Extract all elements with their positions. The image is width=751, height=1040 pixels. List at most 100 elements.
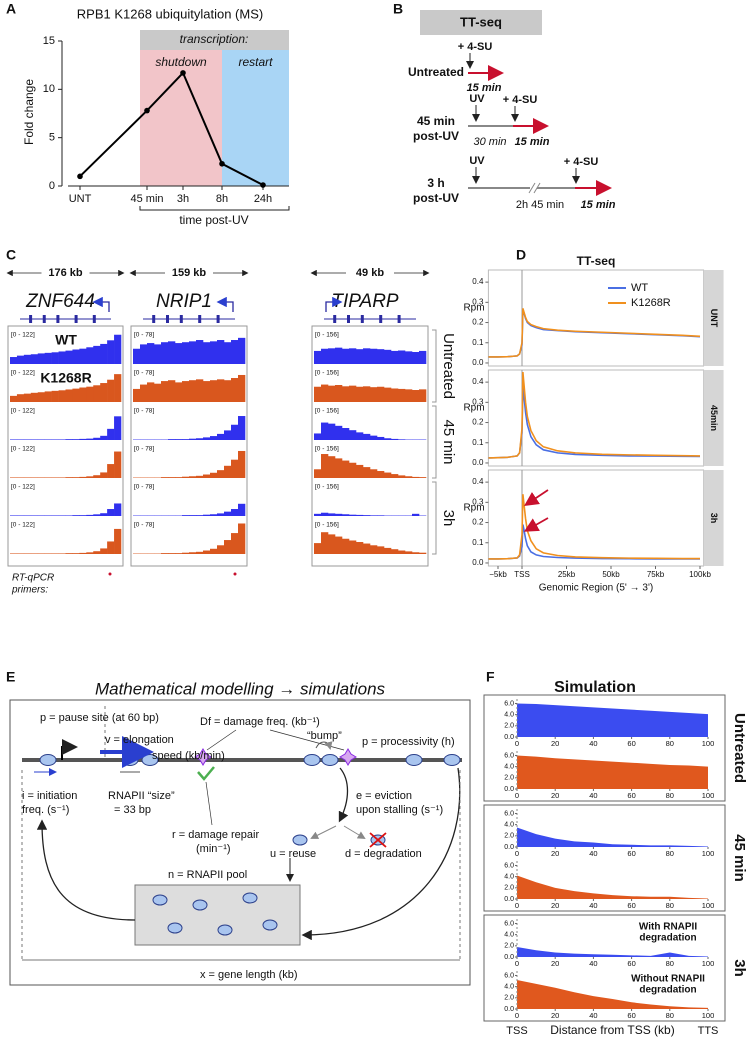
coverage-bar [217, 545, 225, 554]
exon [29, 315, 33, 323]
band-header [140, 30, 289, 50]
y-tick-label: 0.0 [504, 1006, 514, 1013]
coverage-bar [217, 513, 225, 516]
coverage-bar [391, 350, 399, 364]
coverage-bar [217, 340, 225, 364]
coverage-bar [175, 439, 183, 440]
track-frame [311, 325, 429, 567]
coverage-bar [79, 515, 87, 516]
coverage-bar [58, 515, 66, 516]
y-tick-label: 0.4 [472, 377, 484, 386]
coverage-bar [23, 553, 32, 554]
coverage-bar [196, 340, 204, 364]
x-tick-label: 75kb [647, 570, 665, 579]
range-label: [0 - 78] [134, 408, 154, 415]
coverage-bar [189, 438, 197, 440]
row-label: post-UV [413, 129, 459, 143]
pulse-time: 15 min [515, 136, 550, 148]
y-tick-label: 6.0 [504, 862, 514, 869]
x-tick-label: 100 [702, 901, 715, 910]
x-tick-label: 8h [216, 193, 228, 205]
condition-bracket [432, 481, 437, 555]
x-axis-label: Distance from TSS (kb) [550, 1023, 674, 1037]
coverage-bar [79, 476, 87, 478]
track-frame [7, 325, 124, 567]
coverage-bar [342, 514, 350, 516]
coverage-bar [203, 514, 211, 516]
coverage-bar [384, 438, 392, 440]
coverage-bar [370, 515, 378, 516]
y-tick-label: 0.0 [504, 954, 514, 961]
x-tick-label: 80 [666, 791, 674, 800]
annotation: degradation [639, 985, 696, 996]
plot-area [487, 269, 705, 367]
annotation-arrow [523, 517, 549, 532]
y-tick-label: 0.1 [472, 338, 484, 347]
coverage-bar [342, 538, 350, 554]
coverage-bar [321, 512, 329, 516]
coverage-bar [349, 514, 357, 516]
y-tick-label: 4.0 [504, 873, 514, 880]
area [517, 755, 708, 789]
coverage-bar [65, 515, 73, 516]
coverage-bar [189, 476, 197, 478]
tss-arrow [325, 296, 343, 312]
recycle-flow [36, 819, 136, 921]
x-tick-label: 0 [515, 849, 519, 858]
coverage-bar [182, 552, 190, 554]
rnapii [152, 894, 168, 906]
chart-title: Simulation [554, 679, 636, 696]
y-axis-label: Fold change [22, 79, 36, 145]
x-tick-label: 40 [589, 849, 597, 858]
repair-check [197, 766, 215, 781]
coverage-bar [30, 553, 39, 554]
coverage-bar [210, 341, 218, 364]
coverage-bar [196, 475, 204, 478]
coverage-bar [321, 422, 329, 440]
coverage-bar [363, 515, 371, 516]
coverage-bar [93, 475, 101, 478]
y-tick-label: 0.2 [472, 418, 484, 427]
y-tick-label: 6.0 [504, 700, 514, 707]
y-tick-label: 0.4 [472, 277, 484, 286]
range-label: [0 - 78] [134, 484, 154, 491]
coverage-bar [377, 471, 385, 478]
coverage-bar [419, 477, 427, 478]
coverage-bar [224, 540, 232, 554]
coverage-bar [79, 387, 87, 402]
exon [179, 315, 183, 323]
coverage-bar [231, 459, 239, 478]
coverage-bar [175, 343, 183, 364]
coverage-bar [189, 552, 197, 554]
coverage-bar [210, 472, 218, 478]
coverage-bar [377, 546, 385, 554]
coverage-bar [44, 439, 52, 440]
coverage-bar [412, 513, 420, 516]
region-size: 159 kb [172, 267, 207, 279]
coverage-bar [86, 514, 94, 516]
y-tick-label: 0.1 [472, 538, 484, 547]
coverage-bar [16, 355, 25, 364]
plot-area [487, 369, 705, 467]
coverage-bar [377, 436, 385, 440]
y-axis-label: Rpm [463, 503, 484, 514]
coverage-bar [16, 477, 25, 478]
coverage-bar [182, 515, 190, 516]
y-tick-label: 6.0 [504, 752, 514, 759]
coverage-bar [65, 553, 73, 554]
pulse-label: + 4-SU [564, 156, 599, 168]
coverage-bar [175, 382, 183, 402]
x-end-label: TSS [506, 1025, 527, 1037]
coverage-bar [384, 349, 392, 364]
pointer [205, 781, 213, 826]
x-tick-label: 80 [666, 1011, 674, 1020]
coverage-bar [314, 543, 322, 554]
coverage-bar [72, 477, 80, 478]
coverage-bar [363, 543, 371, 554]
facet-label: UNT [709, 309, 719, 328]
coverage-bar [16, 439, 25, 440]
panel-title: TT-seq [460, 14, 502, 29]
coverage-bar [231, 509, 239, 516]
model-label: speed (kb/min) [152, 750, 225, 762]
coverage-bar [10, 553, 18, 554]
